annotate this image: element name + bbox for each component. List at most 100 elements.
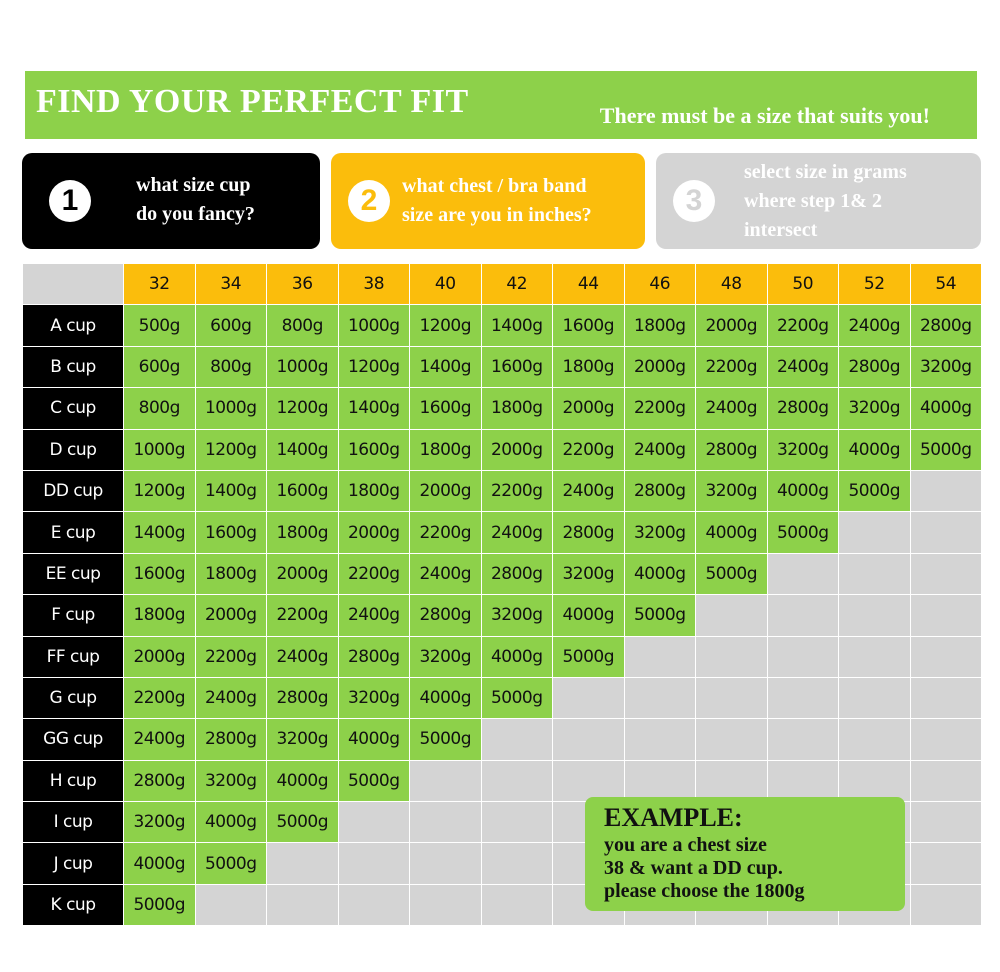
band-size-header: 38 [337, 262, 410, 306]
empty-cell [194, 883, 267, 927]
empty-cell [480, 759, 553, 803]
weight-cell: 1200g [337, 345, 410, 389]
weight-cell: 1000g [266, 345, 339, 389]
empty-cell [480, 801, 553, 844]
weight-cell: 3200g [909, 345, 982, 389]
weight-cell: 1400g [337, 387, 410, 430]
empty-cell [838, 635, 911, 678]
page-title: FIND YOUR PERFECT FIT [36, 83, 469, 120]
weight-cell: 4000g [623, 552, 696, 596]
weight-cell: 4000g [552, 594, 625, 637]
weight-cell: 3200g [838, 387, 911, 430]
weight-cell: 1200g [194, 428, 267, 471]
cup-size-label: I cup [22, 801, 124, 844]
empty-cell [909, 552, 982, 596]
weight-cell: 1000g [194, 387, 267, 430]
weight-cell: 2400g [409, 552, 482, 596]
weight-cell: 2800g [480, 552, 553, 596]
empty-cell [409, 842, 482, 885]
empty-cell [337, 801, 410, 844]
weight-cell: 5000g [409, 718, 482, 761]
cup-size-label: EE cup [22, 552, 124, 596]
weight-cell: 4000g [695, 511, 768, 554]
band-size-header: 48 [695, 262, 768, 306]
weight-cell: 3200g [480, 594, 553, 637]
empty-cell [695, 676, 768, 720]
weight-cell: 2400g [194, 676, 267, 720]
weight-cell: 2800g [766, 387, 839, 430]
cup-size-label: FF cup [22, 635, 124, 678]
table-row: FF cup 2000g 2200g 2400g 2800g 3200g 4000g 5000… [22, 635, 982, 678]
empty-cell [909, 842, 982, 885]
table-body: A cup 500g 600g 800g 1000g 1200g 1400g 1600g 180… [22, 304, 982, 927]
table-row: DD cup 1200g 1400g 1600g 1800g 2000g 2200g 2400… [22, 469, 982, 513]
weight-cell: 2800g [552, 511, 625, 554]
weight-cell: 600g [194, 304, 267, 347]
step-3-number: 3 [673, 180, 715, 222]
empty-cell [623, 635, 696, 678]
weight-cell: 1400g [409, 345, 482, 389]
band-size-header: 32 [123, 262, 196, 306]
empty-cell [337, 842, 410, 885]
weight-cell: 2800g [695, 428, 768, 471]
table-row: A cup 500g 600g 800g 1000g 1200g 1400g 1600g 180… [22, 304, 982, 347]
weight-cell: 2400g [480, 511, 553, 554]
example-title: EXAMPLE: [604, 803, 743, 832]
weight-cell: 1200g [266, 387, 339, 430]
weight-cell: 1800g [623, 304, 696, 347]
table-header-row: 32 34 36 38 40 42 44 46 48 50 52 54 [22, 262, 982, 306]
weight-cell: 2200g [337, 552, 410, 596]
empty-cell [838, 676, 911, 720]
weight-cell: 1800g [480, 387, 553, 430]
table-row: E cup 1400g 1600g 1800g 2000g 2200g 2400g 2800g… [22, 511, 982, 554]
empty-cell [552, 718, 625, 761]
weight-cell: 1400g [194, 469, 267, 513]
weight-cell: 1200g [123, 469, 196, 513]
band-size-header: 42 [480, 262, 553, 306]
weight-cell: 1600g [480, 345, 553, 389]
weight-cell: 1800g [123, 594, 196, 637]
weight-cell: 800g [266, 304, 339, 347]
empty-cell [909, 759, 982, 803]
weight-cell: 1600g [409, 387, 482, 430]
weight-cell: 5000g [838, 469, 911, 513]
weight-cell: 5000g [480, 676, 553, 720]
weight-cell: 4000g [909, 387, 982, 430]
step-3-text: select size in grams where step 1& 2 int… [744, 161, 907, 241]
empty-cell [909, 469, 982, 513]
weight-cell: 2800g [838, 345, 911, 389]
empty-cell [838, 552, 911, 596]
weight-cell: 1400g [266, 428, 339, 471]
weight-cell: 1000g [337, 304, 410, 347]
weight-cell: 1800g [266, 511, 339, 554]
weight-cell: 4000g [766, 469, 839, 513]
empty-cell [695, 635, 768, 678]
empty-cell [695, 718, 768, 761]
cup-size-label: A cup [22, 304, 124, 347]
table-row: F cup 1800g 2000g 2200g 2400g 2800g 3200g 4000g… [22, 594, 982, 637]
empty-cell [695, 594, 768, 637]
band-size-header: 36 [266, 262, 339, 306]
weight-cell: 2200g [552, 428, 625, 471]
table-row: EE cup 1600g 1800g 2000g 2200g 2400g 2800g 3200… [22, 552, 982, 596]
empty-cell [838, 759, 911, 803]
weight-cell: 1400g [123, 511, 196, 554]
empty-cell [552, 676, 625, 720]
weight-cell: 4000g [337, 718, 410, 761]
empty-cell [838, 511, 911, 554]
empty-cell [266, 883, 339, 927]
cup-size-label: DD cup [22, 469, 124, 513]
band-size-header: 50 [766, 262, 839, 306]
weight-cell: 1600g [123, 552, 196, 596]
weight-cell: 1800g [552, 345, 625, 389]
step-3-card: 3 select size in grams where step 1& 2 i… [656, 153, 981, 249]
step-2-card: 2 what chest / bra band size are you in … [331, 153, 645, 249]
empty-cell [623, 759, 696, 803]
size-chart-table: 32 34 36 38 40 42 44 46 48 50 52 54 A cup 500g 600g 80… [22, 262, 982, 927]
cup-size-label: K cup [22, 883, 124, 927]
empty-cell [909, 718, 982, 761]
empty-cell [695, 759, 768, 803]
weight-cell: 2000g [480, 428, 553, 471]
step-2-text: what chest / bra band size are you in in… [402, 175, 592, 226]
weight-cell: 2400g [766, 345, 839, 389]
